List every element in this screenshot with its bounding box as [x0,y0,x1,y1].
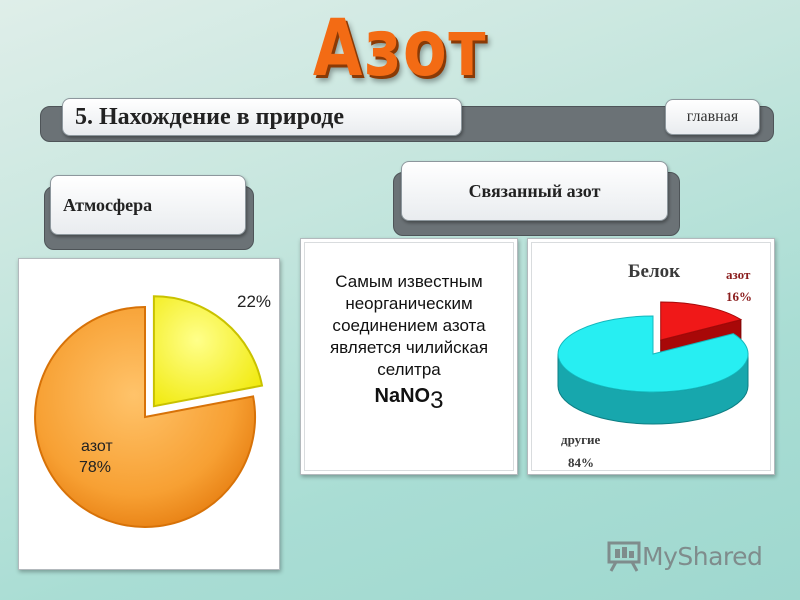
pie-slice-nitrogen [34,305,256,528]
atmosphere-nitrogen-pct-label: 78% [79,459,111,476]
pie-slice-other [152,295,264,408]
protein-other-name-label: другие [561,432,601,447]
pie-slice-other [557,315,749,393]
atmosphere-pie-chart: 22% азот 78% [34,292,271,528]
formula-subscript: 3 [430,387,444,414]
panel-frame [304,242,514,471]
page-title: Азот [312,4,488,94]
bound-nitrogen-description: Самым известным неорганическим соединени… [309,271,509,414]
protein-nitrogen-pct-label: 16% [726,289,752,304]
formula-main: NaNO [374,385,431,407]
bound-nitrogen-text-panel: Самым известным неорганическим соединени… [300,238,518,475]
panel-frame [531,242,771,471]
protein-chart-panel: Белок азот 16% другие 84% [527,238,775,475]
protein-chart-title: Белок [628,261,680,282]
protein-nitrogen-name-label: азот [726,267,751,282]
description-text: Самым известным неорганическим соединени… [329,272,489,379]
section-title: 5. Нахождение в природе [62,98,462,136]
protein-other-pct-label: 84% [568,455,594,470]
watermark-brand: MyShared [642,541,763,571]
atmosphere-chart-panel: 22% азот 78% [18,258,280,570]
atmosphere-nitrogen-name-label: азот [81,438,113,455]
protein-pie-chart: Белок азот 16% другие 84% [557,261,752,470]
atmosphere-other-pct-label: 22% [237,292,271,311]
atmosphere-tab[interactable]: Атмосфера [50,175,246,235]
pie-slice-nitrogen [660,301,743,341]
presentation-board-icon [607,541,641,572]
bound-nitrogen-tab[interactable]: Связанный азот [401,161,668,221]
home-button[interactable]: главная [665,99,760,135]
myshared-watermark: MyShared [606,536,776,576]
chemical-formula: NaNO3 [309,385,509,414]
